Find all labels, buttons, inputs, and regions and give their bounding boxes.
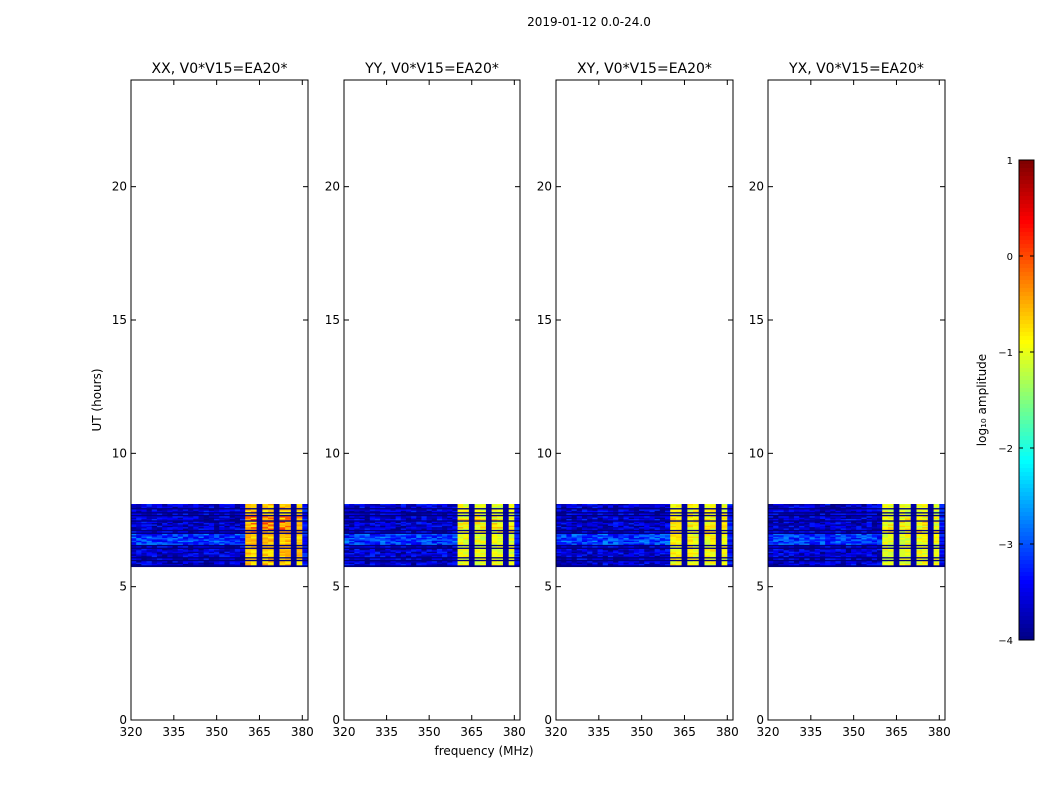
y-axis-label: UT (hours) <box>90 368 104 431</box>
figure-suptitle: 2019-01-12 0.0-24.0 <box>527 15 651 29</box>
panel-title: XY, V0*V15=EA20* <box>577 61 712 77</box>
y-tick-label: 15 <box>537 313 552 327</box>
panel-frame <box>343 79 521 721</box>
y-tick-label: 20 <box>325 180 340 194</box>
y-tick-label: 15 <box>325 313 340 327</box>
colorbar-tick-label: −3 <box>998 540 1013 551</box>
x-tick-label: 380 <box>716 725 739 739</box>
panel-frame <box>130 79 309 721</box>
panels: XX, V0*V15=EA20*320 335 350 365 38005101520Y… <box>112 61 951 739</box>
y-tick-label: 10 <box>749 446 764 460</box>
heatmap-2 <box>556 504 733 568</box>
x-tick-label: 380 <box>928 725 951 739</box>
x-tick-label: 350 <box>842 725 865 739</box>
x-tick-label: 335 <box>799 725 822 739</box>
panel-1: YY, V0*V15=EA20* 320 335 350 365 380 0 5 10 15 20 <box>325 61 526 739</box>
y-tick-label: 10 <box>325 446 340 460</box>
colorbar-label: log₁₀ amplitude <box>975 354 989 446</box>
x-tick-label: 365 <box>460 725 483 739</box>
x-tick-label: 380 <box>503 725 526 739</box>
panel-title: XX, V0*V15=EA20* <box>152 61 288 77</box>
x-tick-label: 365 <box>885 725 908 739</box>
panel-2: XY, V0*V15=EA20* 320 335 350 365 380 0 5 10 15 20 <box>537 61 739 739</box>
x-tick-label: 320 <box>545 725 568 739</box>
panel-frame <box>767 79 946 721</box>
y-tick-label: 0 <box>756 713 764 727</box>
panel-title: YY, V0*V15=EA20* <box>364 61 499 77</box>
colorbar-tick-label: −4 <box>998 636 1013 647</box>
y-tick-label: 0 <box>332 713 340 727</box>
x-tick-label: 350 <box>205 725 228 739</box>
panel-0: XX, V0*V15=EA20* 320 335 350 365 380 0 5 10 15 20 <box>112 61 314 739</box>
y-tick-label: 5 <box>332 580 340 594</box>
panel-3: YX, V0*V15=EA20* 320 335 350 365 380 0 5 10 15 20 <box>749 61 951 739</box>
x-tick-label: 380 <box>291 725 314 739</box>
panel-frame <box>555 79 734 721</box>
colorbar-tick-label: −2 <box>998 444 1013 455</box>
x-tick-label: 335 <box>162 725 185 739</box>
y-tick-label: 10 <box>112 446 127 460</box>
y-tick-label: 20 <box>112 180 127 194</box>
y-tick-label: 20 <box>537 180 552 194</box>
y-tick-label: 0 <box>119 713 127 727</box>
x-tick-label: 365 <box>248 725 271 739</box>
colorbar-tick-label: 1 <box>1007 156 1013 167</box>
panel-title: YX, V0*V15=EA20* <box>788 61 924 77</box>
x-tick-label: 365 <box>673 725 696 739</box>
y-tick-label: 5 <box>756 580 764 594</box>
heatmap-1 <box>344 504 520 568</box>
y-tick-label: 5 <box>119 580 127 594</box>
colorbar: 1 0 −1 −2 −3 −4 <box>998 156 1035 647</box>
x-tick-label: 350 <box>630 725 653 739</box>
x-axis-label: frequency (MHz) <box>434 744 533 758</box>
x-tick-label: 320 <box>120 725 143 739</box>
y-tick-label: 5 <box>544 580 552 594</box>
colorbar-frame <box>1018 159 1035 641</box>
y-tick-label: 15 <box>749 313 764 327</box>
x-tick-label: 320 <box>757 725 780 739</box>
y-tick-label: 10 <box>537 446 552 460</box>
x-tick-label: 335 <box>587 725 610 739</box>
colorbar-tick-label: 0 <box>1007 252 1013 263</box>
heatmap-0 <box>131 504 308 568</box>
y-tick-label: 0 <box>544 713 552 727</box>
x-tick-label: 335 <box>375 725 398 739</box>
x-tick-label: 320 <box>333 725 356 739</box>
y-tick-label: 20 <box>749 180 764 194</box>
x-tick-label: 350 <box>418 725 441 739</box>
colorbar-tick-label: −1 <box>998 348 1013 359</box>
heatmap-3 <box>768 504 945 568</box>
y-tick-label: 15 <box>112 313 127 327</box>
